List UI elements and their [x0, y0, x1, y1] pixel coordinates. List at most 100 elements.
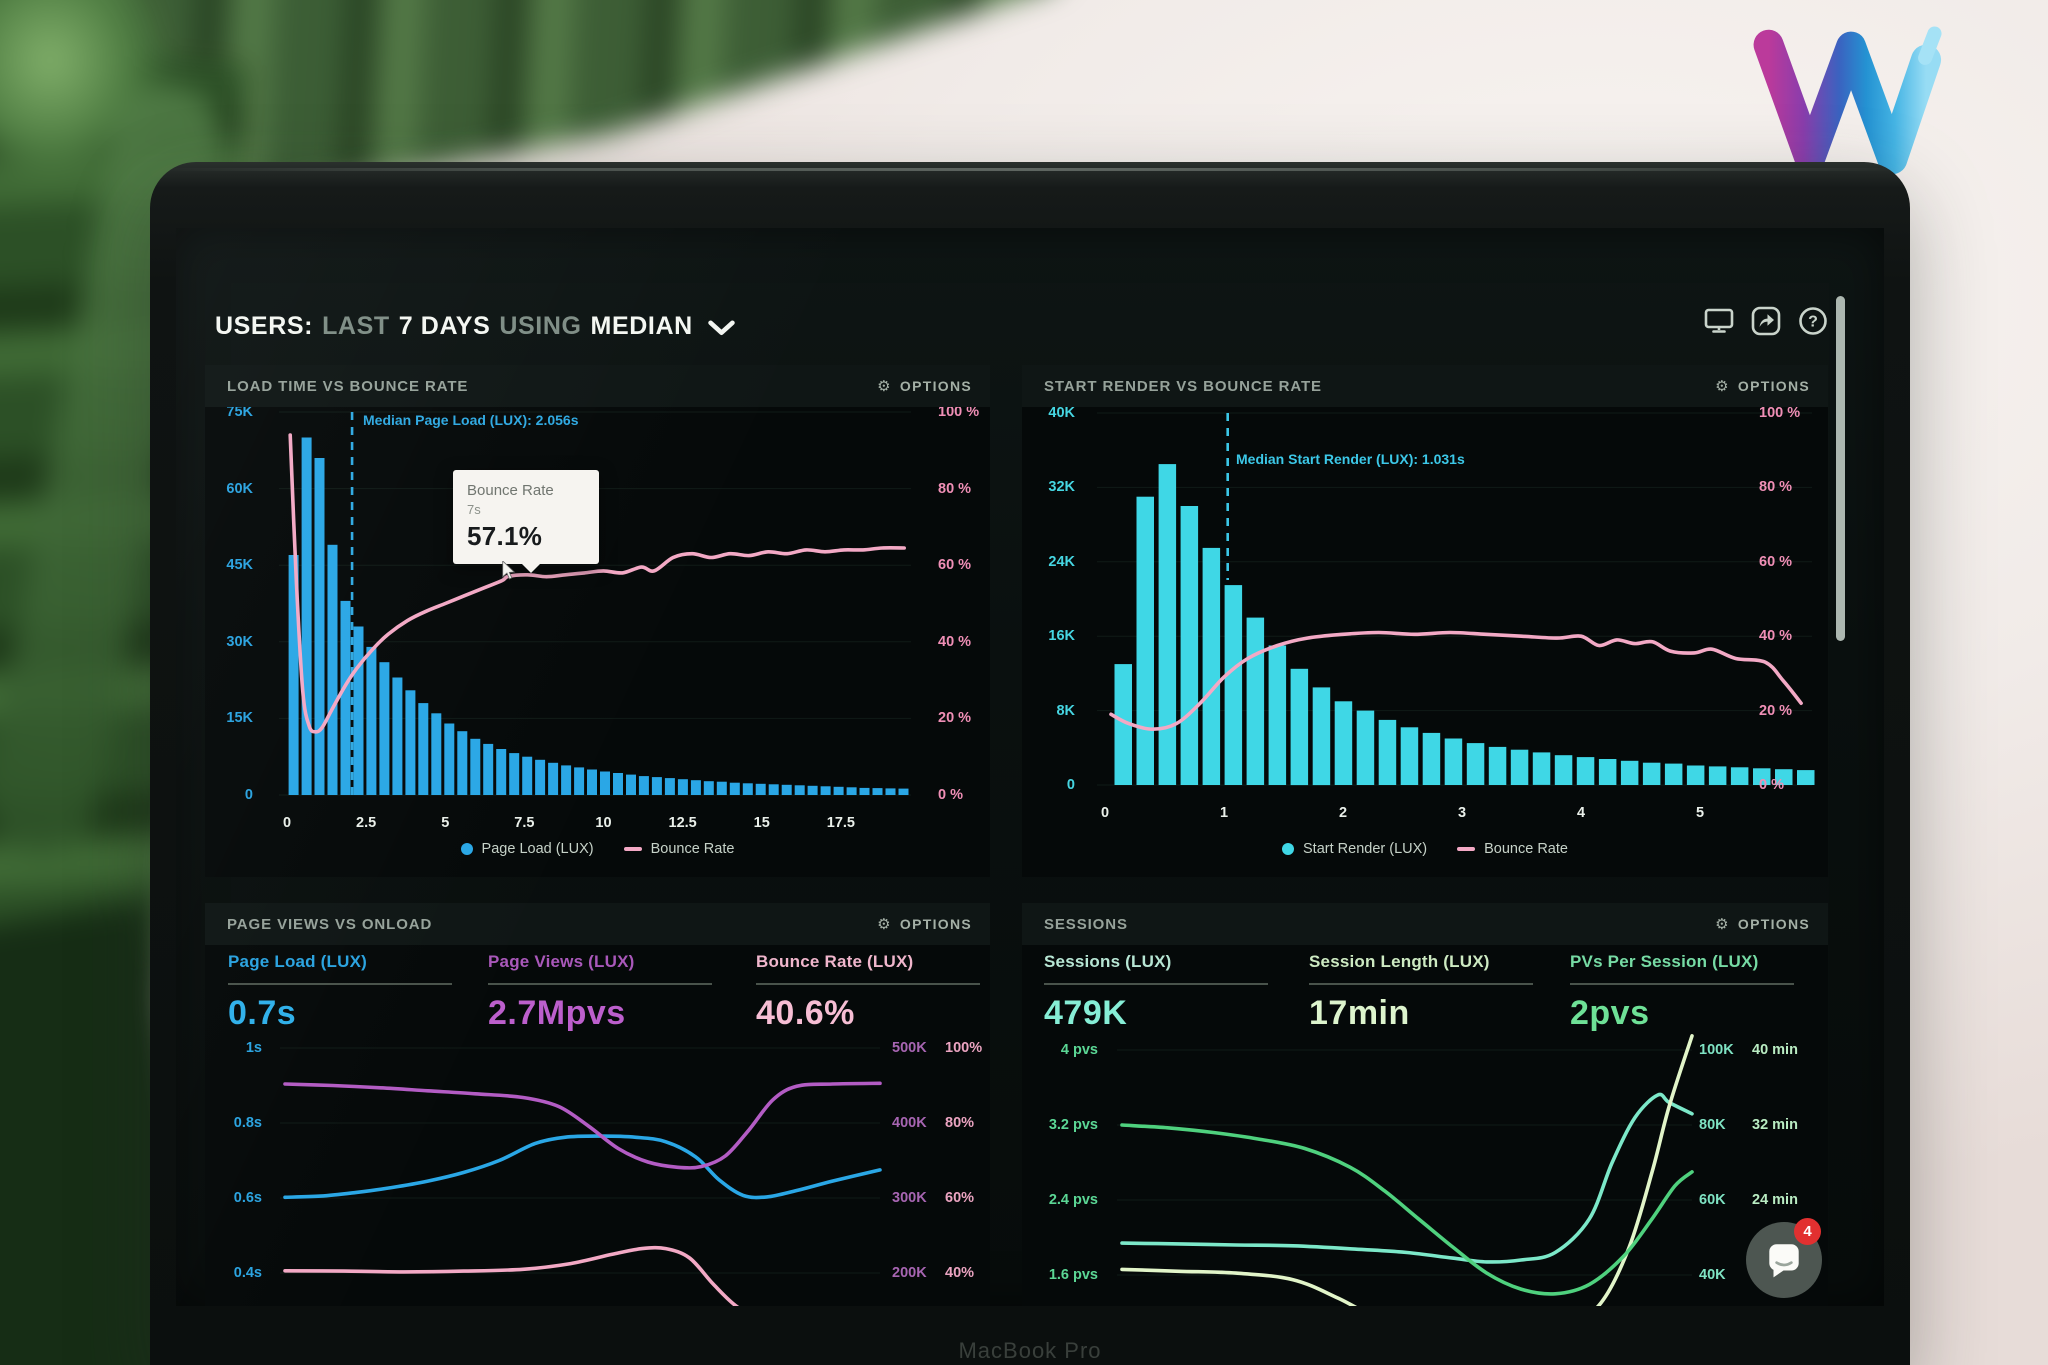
- panel-header: PAGE VIEWS VS ONLOAD ⚙ OPTIONS: [205, 903, 990, 945]
- metric-label: Sessions (LUX): [1044, 952, 1172, 971]
- options-label: OPTIONS: [899, 916, 972, 932]
- metric-underline: [1044, 983, 1268, 985]
- chat-unread-badge: 4: [1794, 1218, 1821, 1245]
- panel-load-time-vs-bounce-rate: 75K 60K 45K 30K 15K 0 100 % 80 % 60 % 40 % 20 % 0 %…: [205, 365, 990, 877]
- metric-label: Page Views (LUX): [488, 952, 635, 971]
- axis-tick-label: 32 min: [1752, 1117, 1798, 1133]
- metric-underline: [1309, 983, 1533, 985]
- axis-tick-label: 0: [1066, 777, 1075, 793]
- chart-canvas[interactable]: [1022, 365, 1828, 877]
- median-annotation: Median Page Load (LUX): 2.056s: [363, 412, 579, 428]
- axis-tick-label: 40 %: [1759, 628, 1793, 645]
- metric-label: Page Load (LUX): [228, 952, 368, 971]
- display-icon[interactable]: [1704, 306, 1734, 336]
- chart-canvas[interactable]: [205, 903, 990, 1306]
- legend-line-marker: [623, 847, 642, 851]
- axis-tick-label: 0: [1100, 805, 1110, 821]
- options-button[interactable]: ⚙ OPTIONS: [1715, 378, 1810, 394]
- axis-tick-label: 20 %: [938, 710, 972, 727]
- metric-underline: [1570, 983, 1794, 985]
- axis-tick-label: 8K: [1056, 702, 1075, 719]
- metric-pvs-per-session: PVs Per Session (LUX) 2pvs: [1570, 952, 1794, 1033]
- users-range-dropdown[interactable]: USERS: LAST 7 DAYS USING MEDIAN: [215, 312, 735, 341]
- axis-tick-label: 200K: [892, 1265, 927, 1281]
- tooltip-x-value: 7s: [467, 502, 481, 517]
- axis-tick-label: 100 %: [938, 404, 980, 420]
- axis-tick-label: 0 %: [938, 787, 963, 803]
- axis-tick-label: 60 %: [938, 557, 972, 574]
- panel-title: PAGE VIEWS VS ONLOAD: [227, 915, 433, 933]
- options-button[interactable]: ⚙ OPTIONS: [1715, 916, 1810, 932]
- legend-dot-marker: [1282, 843, 1295, 855]
- mouse-cursor: [502, 561, 516, 580]
- axis-tick-label: 24 min: [1752, 1192, 1798, 1208]
- help-icon[interactable]: ?: [1798, 306, 1828, 336]
- legend-item[interactable]: Start Render (LUX): [1282, 841, 1427, 857]
- legend-item[interactable]: Page Load (LUX): [460, 841, 594, 857]
- title-7days: 7 DAYS: [398, 312, 491, 340]
- scrollbar-thumb[interactable]: [1836, 296, 1845, 641]
- share-icon[interactable]: [1751, 306, 1781, 336]
- axis-tick-label: 32K: [1048, 479, 1075, 496]
- axis-tick-label: 1s: [245, 1040, 262, 1056]
- gear-icon: ⚙: [877, 915, 892, 933]
- chat-bubble-icon: [1769, 1244, 1799, 1278]
- axis-tick-label: 0.8s: [233, 1115, 262, 1131]
- legend-dot-marker: [460, 843, 473, 855]
- legend-label: Page Load (LUX): [481, 841, 594, 857]
- chat-widget[interactable]: 4: [1746, 1218, 1822, 1298]
- axis-tick-label: 40K: [1048, 405, 1075, 421]
- metric-value: 2pvs: [1570, 994, 1650, 1032]
- axis-tick-label: 20 %: [1759, 702, 1793, 719]
- axis-tick-label: 3.2 pvs: [1048, 1117, 1098, 1133]
- metric-label: Bounce Rate (LUX): [756, 952, 914, 971]
- laptop-brand-label: MacBook Pro: [958, 1338, 1102, 1363]
- legend-item[interactable]: Bounce Rate: [623, 841, 734, 857]
- axis-tick-label: 5: [441, 815, 450, 831]
- metric-value: 17min: [1309, 994, 1410, 1032]
- panel-start-render-vs-bounce-rate: 40K 32K 24K 16K 8K 0 100 % 80 % 60 % 40 % 20 % 0 % 0…: [1022, 365, 1828, 877]
- axis-tick-label: 0 %: [1759, 777, 1784, 793]
- title-last: LAST: [322, 312, 390, 340]
- panel-header: START RENDER VS BOUNCE RATE ⚙ OPTIONS: [1022, 365, 1828, 407]
- metric-underline: [756, 983, 980, 985]
- options-button[interactable]: ⚙ OPTIONS: [877, 916, 972, 932]
- legend-label: Bounce Rate: [1484, 841, 1568, 857]
- axis-tick-label: 12.5: [668, 815, 697, 831]
- options-button[interactable]: ⚙ OPTIONS: [877, 378, 972, 394]
- axis-tick-label: 24K: [1048, 553, 1075, 570]
- axis-tick-label: 60 %: [1759, 553, 1793, 570]
- chart-canvas[interactable]: [205, 365, 990, 877]
- metric-bounce-rate: Bounce Rate (LUX) 40.6%: [756, 952, 980, 1033]
- metric-label: PVs Per Session (LUX): [1570, 952, 1759, 971]
- axis-tick-label: 40K: [1699, 1267, 1726, 1283]
- axis-tick-label: 40%: [945, 1265, 975, 1281]
- chart-legend: Page Load (LUX) Bounce Rate: [205, 841, 990, 857]
- axis-tick-label: 3: [1457, 805, 1467, 821]
- axis-tick-label: 300K: [892, 1190, 927, 1206]
- metric-underline: [228, 983, 452, 985]
- options-label: OPTIONS: [899, 378, 972, 394]
- panel-header: LOAD TIME VS BOUNCE RATE ⚙ OPTIONS: [205, 365, 990, 407]
- axis-tick-label: 60%: [945, 1190, 975, 1206]
- axis-tick-label: 17.5: [826, 815, 855, 831]
- axis-tick-label: 1.6 pvs: [1048, 1267, 1098, 1283]
- legend-item[interactable]: Bounce Rate: [1457, 841, 1568, 857]
- axis-tick-label: 0: [244, 787, 253, 803]
- metric-page-views: Page Views (LUX) 2.7Mpvs: [488, 952, 712, 1033]
- metric-sessions: Sessions (LUX) 479K: [1044, 952, 1268, 1033]
- axis-tick-label: 100K: [1699, 1042, 1734, 1058]
- metric-page-load: Page Load (LUX) 0.7s: [228, 952, 452, 1033]
- axis-tick-label: 60K: [1699, 1192, 1726, 1208]
- metric-value: 479K: [1044, 994, 1128, 1032]
- gear-icon: ⚙: [877, 377, 892, 395]
- chart-canvas[interactable]: [1022, 903, 1828, 1306]
- metric-value: 40.6%: [756, 994, 855, 1032]
- axis-tick-label: 30K: [226, 633, 253, 650]
- chevron-down-icon: [708, 320, 735, 336]
- chart-tooltip: Bounce Rate 7s 57.1%: [453, 470, 599, 573]
- axis-tick-label: 80 %: [1759, 479, 1793, 496]
- axis-tick-label: 40 %: [938, 633, 972, 650]
- wi-logo: [1753, 26, 1942, 175]
